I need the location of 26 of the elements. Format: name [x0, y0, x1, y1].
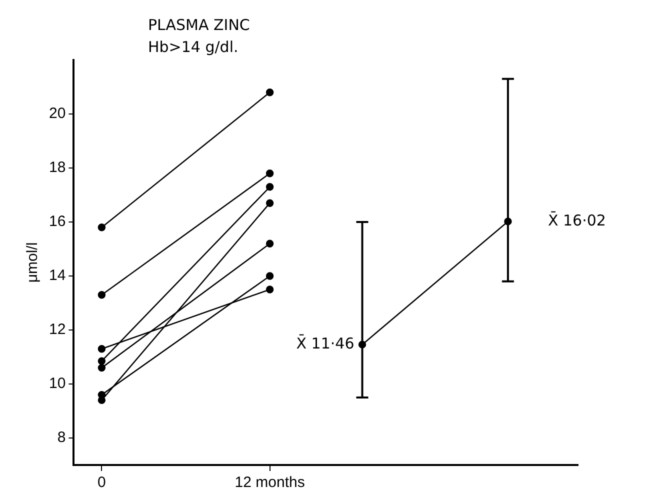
y-tick-label: 18 — [48, 159, 66, 176]
annotation: X̄ 16·02 — [548, 210, 606, 230]
point — [98, 357, 106, 365]
y-axis-title: μmol/l — [24, 242, 42, 283]
point — [266, 170, 274, 178]
point — [266, 88, 274, 96]
point — [98, 291, 106, 299]
point — [98, 224, 106, 232]
point — [266, 183, 274, 191]
y-tick-label: 20 — [48, 105, 66, 122]
chart-subtitle: Hb>14 g/dl. — [148, 37, 240, 58]
point — [266, 286, 274, 294]
x-tick-label: 12 months — [234, 474, 305, 492]
point — [98, 345, 106, 353]
point — [266, 272, 274, 280]
y-tick-label: 8 — [57, 429, 66, 446]
point — [266, 199, 274, 207]
annotation: X̄ 11·46 — [296, 334, 354, 352]
x-tick-label: 0 — [98, 474, 106, 492]
point — [98, 364, 106, 372]
y-tick-label: 12 — [48, 321, 66, 338]
y-tick-label: 14 — [48, 267, 66, 284]
y-tick-label: 16 — [48, 213, 66, 230]
point — [266, 240, 274, 248]
chart-title: PLASMA ZINC — [148, 15, 250, 36]
y-tick-label: 10 — [48, 375, 66, 392]
